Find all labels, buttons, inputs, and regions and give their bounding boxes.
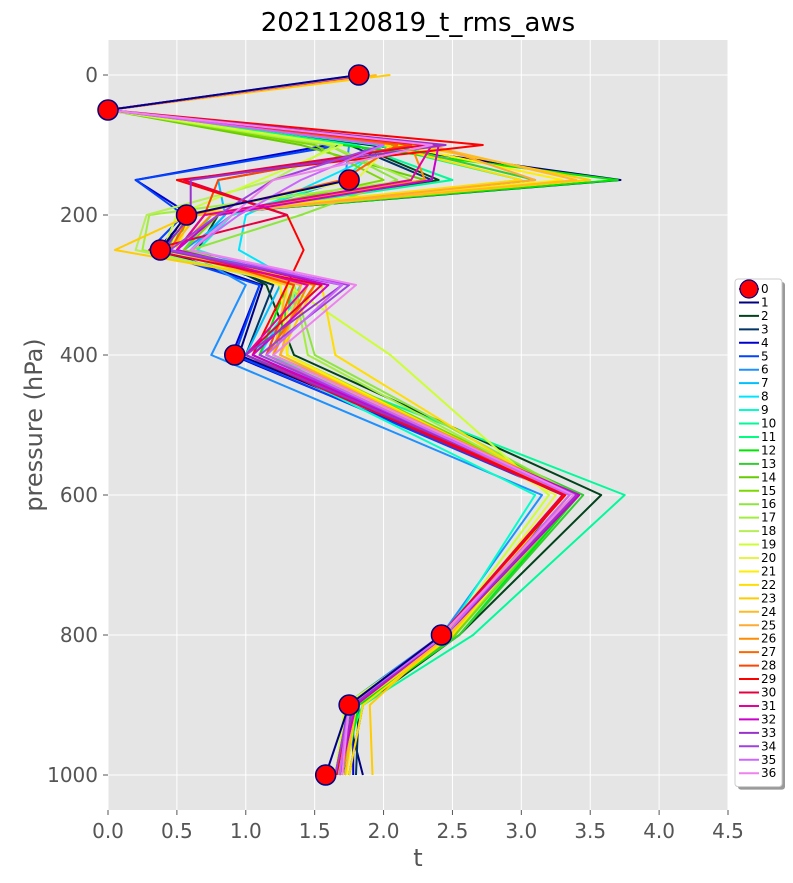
marker-point — [338, 694, 360, 716]
legend-marker — [739, 279, 759, 299]
y-tick-label: 800 — [60, 623, 98, 647]
y-axis-label: pressure (hPa) — [20, 338, 48, 511]
y-tick-labels: 0 200 400 600 800 1000 — [47, 63, 108, 787]
x-tick-label: 2.0 — [368, 819, 400, 843]
x-tick-label: 0.5 — [161, 819, 193, 843]
marker-point — [314, 764, 337, 786]
marker-point — [348, 64, 370, 86]
legend-label-8: 8 — [761, 390, 769, 404]
legend-label-18: 18 — [761, 524, 776, 538]
x-tick-label: 4.5 — [712, 819, 744, 843]
marker-layer — [97, 64, 453, 786]
legend-label-25: 25 — [761, 618, 776, 632]
marker-point — [338, 169, 360, 191]
legend-label-3: 3 — [761, 322, 769, 336]
legend-label-10: 10 — [761, 417, 776, 431]
legend-label-19: 19 — [761, 538, 776, 552]
x-tick-label: 3.0 — [505, 819, 537, 843]
marker-point — [175, 204, 198, 226]
legend-label-32: 32 — [761, 712, 776, 726]
legend-label-35: 35 — [761, 753, 776, 767]
legend-label-34: 34 — [761, 739, 776, 753]
grid — [107, 40, 729, 810]
y-tick-label: 400 — [60, 343, 98, 367]
legend-label-33: 33 — [761, 726, 776, 740]
legend-label-31: 31 — [761, 699, 776, 713]
y-tick-label: 0 — [85, 63, 98, 87]
legend-label-11: 11 — [761, 430, 776, 444]
marker-point — [430, 624, 453, 646]
legend-label-17: 17 — [761, 511, 776, 525]
legend-label-29: 29 — [761, 672, 776, 686]
legend-label-4: 4 — [761, 336, 769, 350]
x-tick-label: 1.0 — [230, 819, 262, 843]
legend-label-24: 24 — [761, 605, 776, 619]
legend: 0123456789101112131415161718192021222324… — [734, 278, 785, 790]
legend-label-14: 14 — [761, 470, 776, 484]
x-tick-label: 4.0 — [643, 819, 675, 843]
legend-label-28: 28 — [761, 659, 776, 673]
legend-label-26: 26 — [761, 632, 776, 646]
y-tick-label: 200 — [60, 203, 98, 227]
legend-label-12: 12 — [761, 443, 776, 457]
x-tick-label: 0.0 — [92, 819, 124, 843]
legend-label-15: 15 — [761, 484, 776, 498]
y-tick-label: 600 — [60, 483, 98, 507]
legend-label-27: 27 — [761, 645, 776, 659]
x-tick-label: 2.5 — [437, 819, 469, 843]
legend-box — [734, 278, 783, 788]
y-tick-label: 1000 — [47, 763, 98, 787]
series-line-35 — [107, 74, 571, 776]
legend-label-5: 5 — [761, 349, 769, 363]
x-tick-label: 3.5 — [574, 819, 606, 843]
legend-label-36: 36 — [761, 766, 776, 780]
legend-label-22: 22 — [761, 578, 776, 592]
x-tick-labels: 0.0 0.5 1.0 1.5 2.0 2.5 3.0 3.5 4.0 4.5 — [92, 810, 744, 843]
x-tick-label: 1.5 — [299, 819, 331, 843]
marker-point — [224, 344, 246, 366]
marker-point — [97, 99, 119, 121]
legend-label-21: 21 — [761, 564, 776, 578]
legend-label-2: 2 — [761, 309, 769, 323]
x-axis-label: t — [413, 844, 422, 872]
legend-label-30: 30 — [761, 686, 776, 700]
legend-label-13: 13 — [761, 457, 776, 471]
chart-title: 2021120819_t_rms_aws — [261, 8, 575, 38]
legend-label-20: 20 — [761, 551, 776, 565]
legend-label-9: 9 — [761, 403, 769, 417]
legend-label-7: 7 — [761, 376, 769, 390]
legend-label-23: 23 — [761, 591, 776, 605]
legend-label-6: 6 — [761, 363, 769, 377]
legend-label-16: 16 — [761, 497, 776, 511]
legend-label-1: 1 — [761, 295, 769, 309]
legend-label-0: 0 — [761, 282, 769, 296]
marker-point — [149, 239, 172, 261]
